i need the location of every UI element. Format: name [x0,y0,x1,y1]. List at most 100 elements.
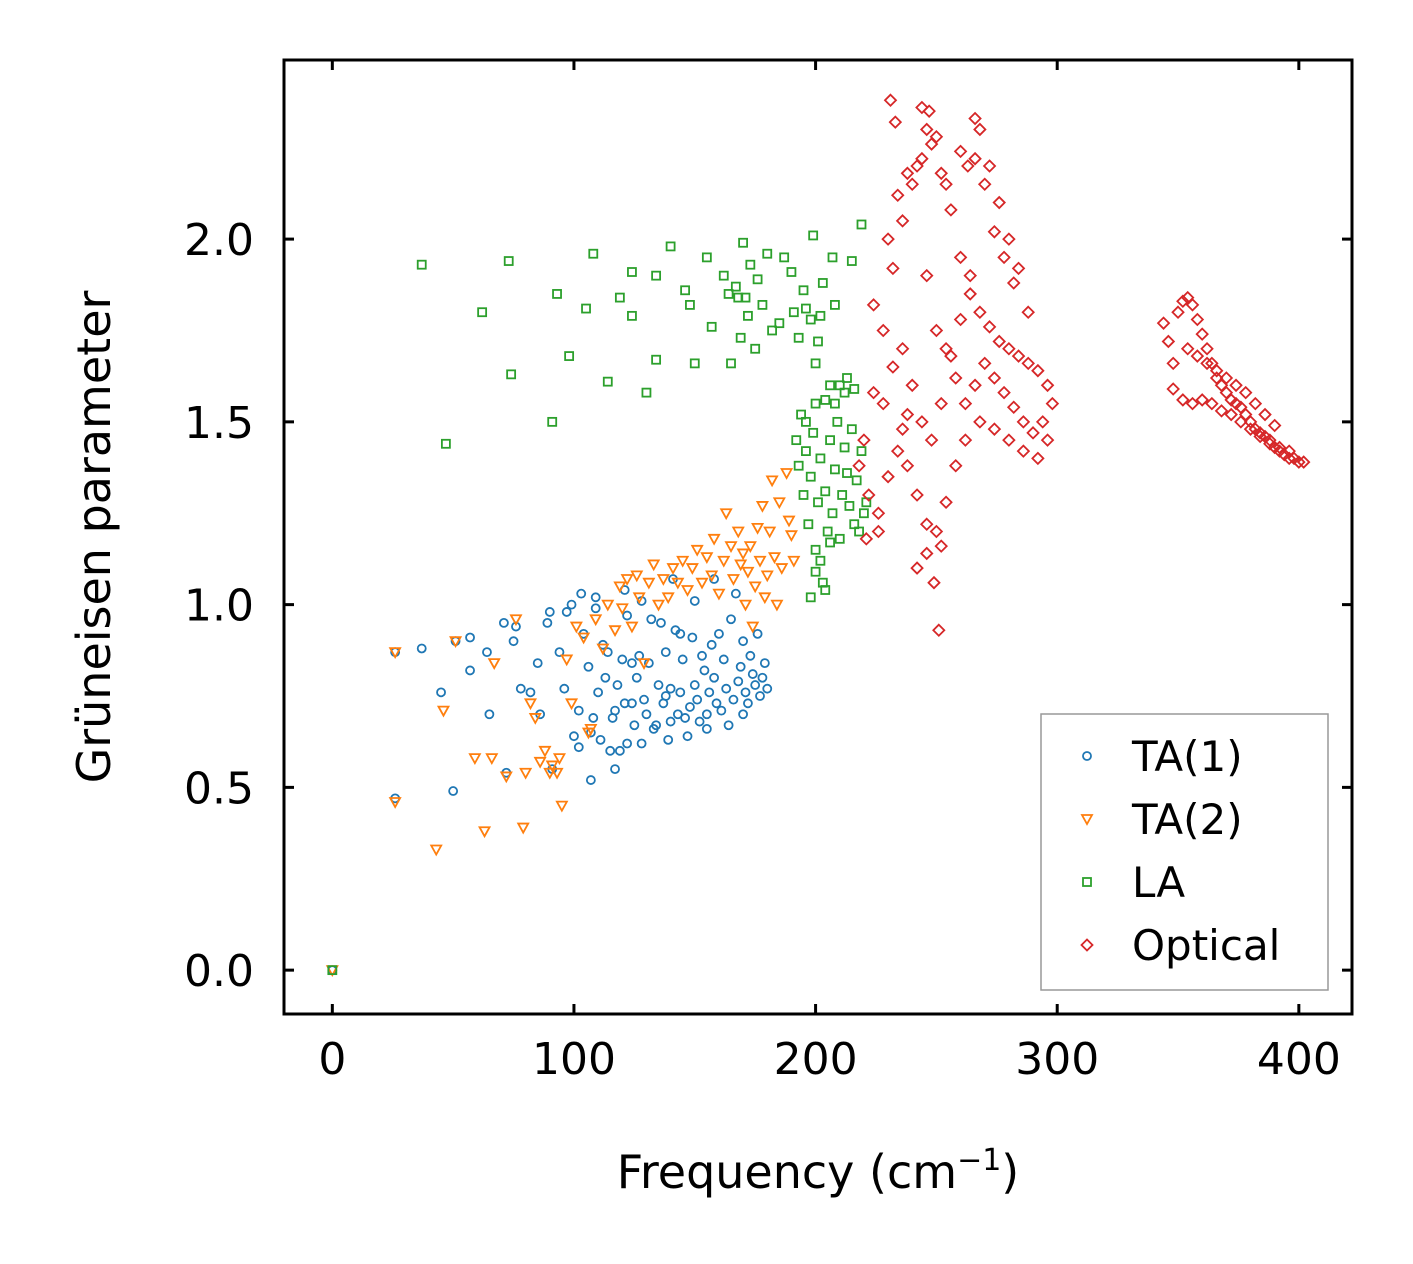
data-point-la [810,544,821,555]
data-point-ta-2 [717,555,731,568]
data-point-ta-2 [695,577,709,590]
x-axis-label-end: ) [1001,1145,1019,1199]
data-point-optical [919,122,934,137]
data-point-optical [905,177,920,192]
data-point-optical [1282,451,1296,466]
data-point-optical [1180,341,1195,356]
data-point-ta-1 [689,596,700,606]
data-point-ta-2 [765,475,779,488]
data-point-ta-1 [752,628,763,639]
data-point-la [808,230,819,241]
data-point-ta-2 [741,566,755,579]
plot-frame [282,58,1354,1016]
data-point-ta-2 [775,563,789,575]
data-point-la [627,310,637,321]
data-point-ta-1 [631,672,642,683]
data-point-optical [958,433,973,447]
data-point-ta-2 [449,636,463,649]
data-point-ta-1 [484,709,495,720]
data-point-optical [1238,385,1253,400]
legend-item-optical: Optical [1080,921,1280,970]
data-point-optical [1205,396,1219,411]
data-point-la [805,314,816,325]
data-point-ta-1 [588,713,599,723]
data-point-ta-1 [465,665,475,676]
data-point-ta-1 [743,698,753,709]
data-point-optical [973,305,987,319]
data-point-ta-2 [533,756,547,769]
legend-marker-optical [1080,938,1094,952]
data-point-la [839,387,850,398]
data-point-ta-1 [515,683,526,694]
y-tick-label: 1.0 [184,581,254,632]
data-point-ta-1 [735,661,746,672]
data-point-la [846,256,857,266]
data-point-ta-1 [701,723,712,734]
legend-item-ta-2: TA(2) [1080,795,1243,844]
data-point-ta-1 [542,617,553,628]
data-point-ta-2 [738,599,753,612]
data-point-optical [1176,294,1190,309]
data-point-optical [961,159,975,173]
data-point-la [762,248,773,259]
data-point-optical [1006,400,1021,415]
data-point-optical [1243,422,1258,436]
data-point-ta-1 [745,650,756,661]
data-point-la [832,416,843,427]
data-point-ta-2 [630,570,644,583]
data-point-optical [890,444,905,458]
data-point-optical [888,115,903,129]
data-point-la [327,965,338,976]
data-point-optical [1224,407,1238,422]
data-point-ta-1 [665,716,676,727]
data-point-ta-2 [516,822,530,835]
series-layer [325,93,1311,977]
data-point-ta-2 [545,760,559,773]
data-point-optical [1040,378,1055,393]
data-point-ta-2 [589,614,603,627]
legend-marker-ta-1 [1082,751,1092,761]
data-point-ta-1 [747,669,758,679]
data-point-optical [1214,404,1229,418]
data-point-ta-2 [782,515,796,528]
data-point-ta-2 [569,621,583,634]
data-point-la [798,285,809,296]
data-point-optical [1258,407,1272,422]
series-la [327,219,872,976]
data-point-ta-2 [671,577,685,590]
legend-marker-ta-2 [1080,814,1094,826]
data-point-ta-1 [622,738,633,749]
data-point-optical [866,385,881,400]
data-point-optical [1002,232,1016,246]
data-point-ta-1 [660,647,671,658]
data-point-ta-1 [759,658,770,669]
data-point-ta-1 [554,647,565,658]
data-point-ta-2 [552,753,566,765]
data-point-ta-2 [468,753,482,765]
data-point-ta-1 [726,614,736,625]
data-point-la [779,252,790,263]
data-point-ta-1 [416,643,427,654]
data-point-ta-1 [689,680,700,690]
data-point-ta-2 [748,581,762,594]
data-point-la [830,398,840,409]
legend-marker-la [1082,877,1092,887]
data-point-optical [910,561,924,575]
data-point-la [813,336,823,347]
data-point-ta-1 [694,716,705,727]
data-point-optical [997,250,1011,265]
data-point-la [820,486,831,497]
data-point-la [786,267,797,277]
data-point-optical [982,320,997,334]
data-point-ta-1 [660,691,671,701]
data-point-la [801,446,811,457]
data-point-la [774,318,785,329]
data-point-la [825,380,835,391]
data-point-ta-2 [751,522,765,535]
data-point-ta-2 [712,588,726,601]
data-point-optical [1031,451,1045,466]
data-point-la [810,398,821,409]
y-axis-label: Grüneisen parameter [67,290,121,783]
data-point-optical [934,396,949,411]
